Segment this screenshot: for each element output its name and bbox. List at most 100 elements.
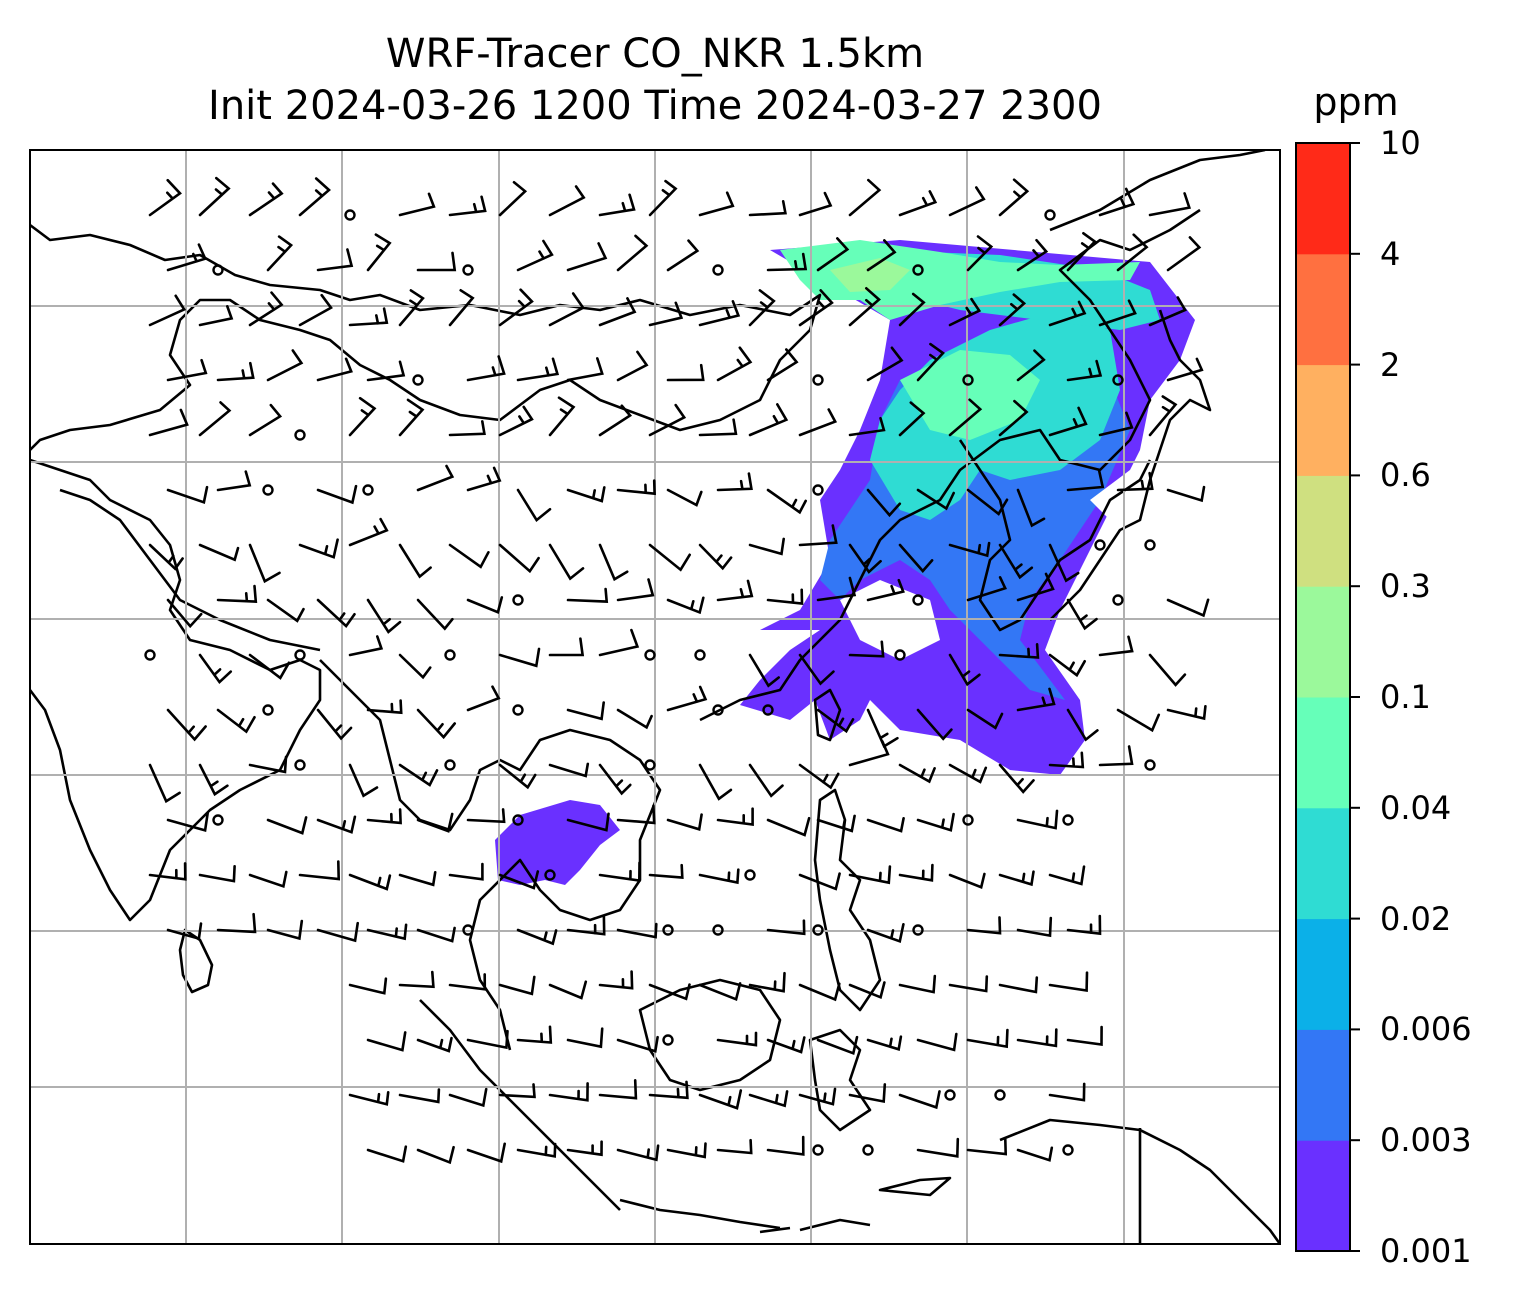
wind-barb-icon	[916, 812, 955, 832]
wind-barb-icon	[916, 342, 945, 382]
calm-wind-circle-icon	[944, 1089, 956, 1101]
wind-barb-icon	[466, 808, 506, 824]
calm-wind-circle-icon	[1062, 814, 1074, 826]
coast-small-islands	[759, 1218, 871, 1234]
wind-barb-icon	[998, 643, 1040, 659]
wind-barb-icon	[798, 653, 835, 686]
wind-barb-icon	[648, 1080, 689, 1100]
wind-barb-icon	[298, 860, 341, 881]
calm-wind-circle-icon	[1094, 539, 1106, 551]
wind-barb-icon	[748, 537, 785, 556]
wind-barb-icon	[448, 862, 484, 881]
wind-barb-icon	[748, 200, 787, 217]
wind-barb-icon	[498, 405, 534, 437]
colorbar-segment	[1296, 1140, 1350, 1252]
wind-barb-icon	[966, 1028, 1009, 1049]
calm-wind-circle-icon	[712, 264, 724, 276]
coast-west	[30, 458, 322, 922]
wind-barb-icon	[766, 1135, 805, 1156]
wind-barb-icon	[1016, 687, 1056, 712]
wind-barb-icon	[1098, 635, 1134, 657]
wind-barb-icon	[916, 1137, 960, 1158]
calm-wind-circle-icon	[812, 1144, 824, 1156]
calm-wind-circle-icon	[912, 924, 924, 936]
colorbar-tick-label: 0.003	[1380, 1121, 1472, 1160]
wind-barb-icon	[166, 811, 209, 833]
wind-barb-icon	[348, 307, 389, 327]
wind-barb-icon	[616, 922, 658, 939]
wind-barb-icon	[498, 763, 537, 790]
wind-barb-icon	[416, 251, 457, 272]
wind-barb-icon	[366, 360, 406, 382]
wind-barb-icon	[948, 541, 991, 558]
coast-borneo	[638, 978, 782, 1092]
wind-barb-icon	[816, 237, 850, 272]
wind-barb-icon	[316, 248, 354, 272]
map-frame	[29, 149, 1281, 1245]
colorbar-tick-label: 2	[1380, 345, 1401, 384]
wind-barb-icon	[1066, 468, 1105, 492]
wind-barb-icon	[248, 870, 288, 889]
colorbar-tick-label: 0.006	[1380, 1010, 1472, 1049]
wind-barb-icon	[898, 974, 937, 994]
colorbar-tick-label: 0.02	[1380, 899, 1452, 938]
wind-barb-icon	[698, 543, 733, 571]
calm-wind-circle-icon	[812, 484, 824, 496]
wind-barb-icon	[248, 543, 281, 584]
wind-barb-icon	[566, 242, 608, 272]
calm-wind-circle-icon	[512, 704, 524, 716]
calm-wind-circle-icon	[144, 649, 156, 661]
wind-barb-icon	[1066, 232, 1097, 272]
wind-barb-icon	[266, 919, 304, 941]
wind-barb-icon	[298, 538, 339, 559]
calm-wind-circle-icon	[444, 649, 456, 661]
wind-barb-icon	[566, 1027, 604, 1049]
wind-barb-icon	[548, 185, 586, 217]
calm-wind-circle-icon	[812, 374, 824, 386]
wind-barb-icon	[148, 408, 189, 437]
wind-barb-icon	[998, 399, 1029, 437]
wind-barb-icon	[1016, 349, 1046, 382]
wind-barb-icon	[998, 870, 1035, 887]
wind-barb-icon	[716, 1138, 753, 1155]
wind-barb-icon	[416, 598, 454, 631]
wind-barb-icon	[266, 816, 308, 835]
wind-barb-icon	[1098, 299, 1137, 327]
colorbar-segment	[1296, 475, 1350, 587]
wind-barb-icon	[416, 464, 455, 492]
wind-barb-icon	[898, 1090, 941, 1110]
wind-barb-icon	[898, 863, 934, 882]
wind-barb-icon	[848, 981, 886, 1000]
calm-wind-circle-icon	[812, 924, 824, 936]
wind-barb-icon	[566, 587, 609, 603]
wind-barb-icon	[848, 416, 886, 437]
wind-barb-icon	[998, 543, 1034, 580]
wind-barb-icon	[316, 598, 356, 629]
calm-wind-circle-icon	[912, 594, 924, 606]
wind-barb-icon	[616, 1144, 660, 1162]
wind-barb-icon	[848, 178, 882, 217]
wind-barb-icon	[416, 1145, 455, 1165]
wind-barb-icon	[698, 763, 733, 801]
coast-java	[619, 1198, 781, 1230]
calm-wind-circle-icon	[994, 1089, 1006, 1101]
wind-barb-icon	[466, 1142, 506, 1164]
calm-wind-circle-icon	[662, 1034, 674, 1046]
wind-barb-icon	[1048, 653, 1086, 678]
coast-indochina	[319, 659, 662, 1051]
wind-barb-icon	[998, 293, 1027, 327]
wind-barb-icon	[848, 865, 892, 885]
wind-barb-icon	[316, 815, 357, 834]
wind-barb-icon	[598, 543, 629, 582]
wind-barb-icon	[698, 982, 742, 1002]
wind-barb-icon	[198, 653, 233, 685]
wind-barb-icon	[866, 346, 904, 382]
wind-barb-icon	[948, 653, 981, 687]
wind-barb-icon	[216, 584, 258, 603]
wind-barb-icon	[766, 816, 811, 837]
wind-barb-icon	[748, 763, 784, 798]
wind-barb-icon	[748, 1090, 789, 1108]
wind-barb-icon	[648, 179, 678, 217]
calm-wind-circle-icon	[362, 484, 374, 496]
coast-timor	[878, 1176, 952, 1197]
